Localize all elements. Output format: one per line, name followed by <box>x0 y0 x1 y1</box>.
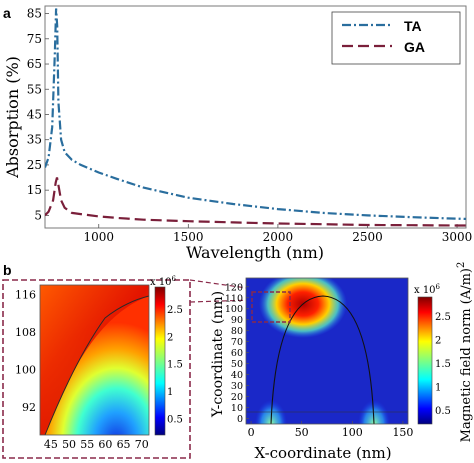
main-y-tick-label: 50 <box>231 359 243 370</box>
main-x-tick-label: 150 <box>392 426 413 439</box>
inset-y-tick-label: 108 <box>15 326 36 339</box>
inset-y-tick-label: 92 <box>22 401 36 414</box>
legend-label-ta: TA <box>404 18 422 34</box>
main-y-tick-label: 120 <box>225 282 243 293</box>
main-y-tick-label: 40 <box>231 370 243 381</box>
inset-colorbar-tick-label: 0.5 <box>167 415 183 426</box>
main-colorbar-tick-label: 0.5 <box>435 406 451 417</box>
main-y-tick-label: 70 <box>231 337 243 348</box>
inset-colorbar-exponent: x 106 <box>150 275 177 288</box>
panel-a-x-axis-label: Wavelength (nm) <box>186 243 324 262</box>
inset-colorbar-tick-label: 1 <box>167 387 173 398</box>
main-y-tick-label: 80 <box>231 326 243 337</box>
y-tick-label: 65 <box>27 57 42 71</box>
main-x-axis-label: X-coordinate (nm) <box>254 444 391 462</box>
inset-boundary-curve <box>44 295 149 435</box>
series-line-ta <box>45 8 466 220</box>
main-field-map <box>246 278 408 424</box>
main-y-tick-label: 10 <box>231 403 243 414</box>
inset-y-tick-label: 100 <box>15 363 36 376</box>
inset-x-tick-label: 70 <box>135 438 149 451</box>
x-tick-label: 2500 <box>352 230 383 244</box>
inset-colorbar-tick-label: 2 <box>167 332 173 343</box>
main-y-tick-label: 0 <box>237 414 243 425</box>
main-y-tick-label: 60 <box>231 348 243 359</box>
main-colorbar-tick-label: 2 <box>435 335 441 346</box>
inset-colorbar-tick-label: 2.5 <box>167 305 183 316</box>
y-tick-label: 55 <box>27 82 42 96</box>
panel-a-label: a <box>3 5 11 21</box>
y-tick-label: 75 <box>27 32 42 46</box>
main-colorbar-exponent: x 106 <box>414 283 441 296</box>
main-colorbar-tick-label: 1.5 <box>435 359 451 370</box>
y-tick-label: 15 <box>27 183 42 197</box>
legend-box <box>331 11 461 65</box>
y-tick-label: 85 <box>27 7 42 21</box>
main-y-tick-label: 20 <box>231 392 243 403</box>
y-tick-label: 5 <box>34 208 42 222</box>
legend-label-ga: GA <box>404 39 425 55</box>
inset-field-map <box>40 285 149 435</box>
field-hotspot <box>259 278 347 338</box>
series-line-ga <box>45 177 466 227</box>
zoom-connector-bottom <box>189 299 253 303</box>
panel-a-y-axis-label: Absorption (%) <box>3 56 22 179</box>
main-x-tick-label: 50 <box>295 426 309 439</box>
inset-x-tick-label: 50 <box>62 438 76 451</box>
main-colorbar-title: Magnetic field norm (A/m)2 <box>456 262 474 443</box>
inset-colorbar-tick-label: 1.5 <box>167 360 183 371</box>
main-colorbar-tick-label: 1 <box>435 382 441 393</box>
zoom-region-box <box>251 291 291 323</box>
inset-x-tick-label: 60 <box>98 438 112 451</box>
main-x-tick-label: 100 <box>342 426 363 439</box>
inset-x-tick-label: 45 <box>44 438 58 451</box>
inset-colorbar <box>154 286 166 436</box>
panel-b-label: b <box>3 262 12 278</box>
zoom-connector-top <box>189 279 276 293</box>
x-tick-label: 1500 <box>173 230 204 244</box>
inset-plot-frame <box>39 284 150 436</box>
main-colorbar-tick-label: 2.5 <box>435 312 451 323</box>
inset-x-tick-label: 65 <box>117 438 131 451</box>
y-tick-label: 45 <box>27 107 42 121</box>
main-y-tick-label: 90 <box>231 315 243 326</box>
main-y-tick-label: 110 <box>225 293 243 304</box>
main-plot-frame <box>245 277 409 425</box>
main-colorbar <box>417 296 433 425</box>
main-y-axis-label: Y-coordinate (nm) <box>210 291 226 418</box>
y-tick-label: 25 <box>27 158 42 172</box>
panel-a-chart: 1000 1500 2000 2500 3000 5 15 25 35 45 55 65 75 85 TA… <box>27 5 473 244</box>
inset-y-tick-label: 116 <box>15 288 36 301</box>
inset-x-tick-label: 55 <box>80 438 94 451</box>
main-x-tick-label: 0 <box>248 426 255 439</box>
x-tick-label: 2000 <box>263 230 294 244</box>
inset-dashed-frame <box>2 279 191 459</box>
x-tick-label: 1000 <box>83 230 114 244</box>
structure-outline <box>270 295 375 424</box>
main-y-tick-label: 100 <box>225 304 243 315</box>
y-tick-label: 35 <box>27 133 42 147</box>
main-y-tick-label: 30 <box>231 381 243 392</box>
x-tick-label: 3000 <box>442 230 473 244</box>
